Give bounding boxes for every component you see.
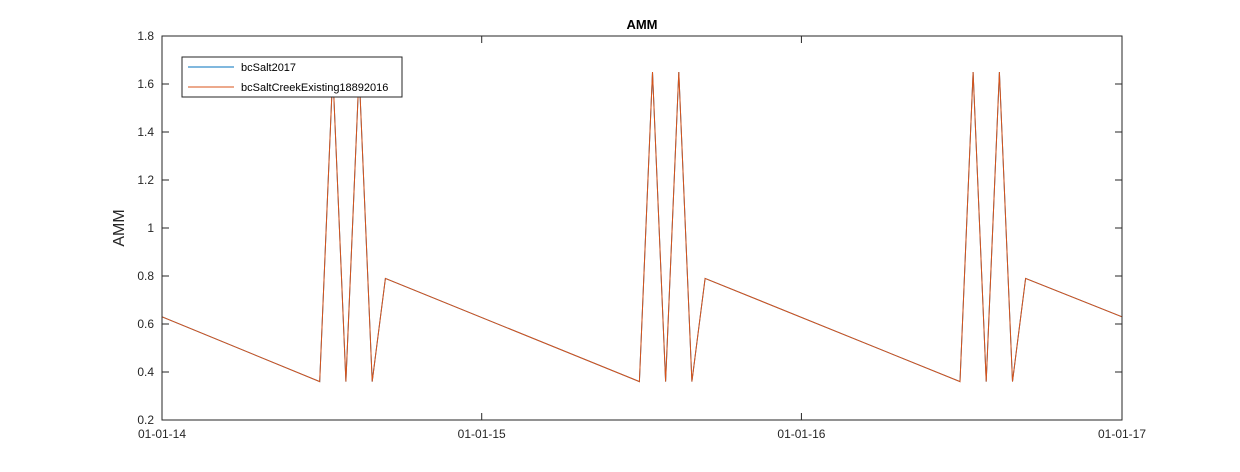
- x-tick-label: 01-01-16: [777, 427, 825, 441]
- legend-items: bcSalt2017 bcSaltCreekExisting18892016: [188, 62, 388, 94]
- y-tick-label: 1.8: [137, 29, 154, 43]
- x-tick-label: 01-01-17: [1098, 427, 1146, 441]
- legend-label: bcSaltCreekExisting18892016: [241, 82, 388, 94]
- chart-title: AMM: [626, 17, 657, 32]
- y-axis-label: AMM: [111, 209, 128, 246]
- plot-area: [162, 36, 1122, 420]
- series-layer: [161, 71, 1123, 383]
- legend[interactable]: bcSalt2017 bcSaltCreekExisting18892016: [181, 56, 403, 98]
- y-tick-label: 1.2: [137, 173, 154, 187]
- legend-label: bcSalt2017: [241, 62, 296, 74]
- y-tick-label: 1: [147, 221, 154, 235]
- y-tick-label: 0.8: [137, 269, 154, 283]
- y-tick-label: 0.4: [137, 365, 154, 379]
- series-line-bcSaltCreekExisting18892016: [161, 71, 1123, 383]
- legend-box: [181, 56, 403, 98]
- tick-layer: 0.2 0.4 0.6 0.8 1 1.2 1.4 1.6 1.8 01-01-14 01-01-1…: [137, 29, 1146, 441]
- x-tick-label: 01-01-15: [458, 427, 506, 441]
- y-tick-label: 1.4: [137, 125, 154, 139]
- y-tick-label: 0.6: [137, 317, 154, 331]
- x-tick-label: 01-01-14: [138, 427, 186, 441]
- y-tick-label: 0.2: [137, 413, 154, 427]
- y-tick-label: 1.6: [137, 77, 154, 91]
